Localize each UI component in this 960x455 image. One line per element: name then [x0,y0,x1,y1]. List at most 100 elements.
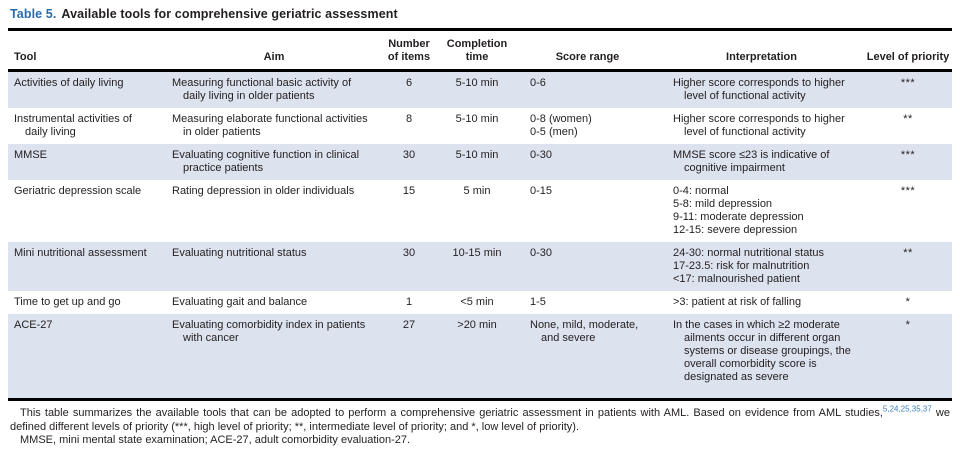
cell-time: 5-10 min [455,149,499,161]
cell-time: >20 min [457,319,497,331]
column-header-number-of-items: Number of items [380,29,438,72]
column-header-completion-time: Completion time [438,29,516,72]
cell-interp: 24-30: normal nutritional status 17-23.5:… [659,242,864,291]
cell-line: Geriatric depression scale [14,185,142,197]
cell-line: Measuring functional basic activity of d… [172,77,352,102]
table-footnotes: This table summarizes the available tool… [10,404,950,448]
table-body: Activities of daily living Measuring func… [8,70,952,400]
cell-line: 24-30: normal nutritional status [673,247,825,259]
table-header-row: Tool Aim Number of items Completion time Sco… [8,29,952,72]
cell-interp: 0-4: normal 5-8: mild depression 9-11: mod… [659,180,864,242]
cell-items: 27 [402,319,416,331]
cell-line: MMSE score ≤23 is indicative of cognitiv… [673,149,830,174]
column-header-aim: Aim [168,29,380,72]
cell-interp: Higher score corresponds to higher level… [659,71,864,109]
cell-line: <17: malnourished patient [673,273,800,285]
cell-tool: MMSE [8,144,168,180]
cell-line: 0-8 (women) [530,113,592,125]
cell-line: In the cases in which ≥2 moderate ailmen… [673,319,851,383]
cell-line: Time to get up and go [14,296,121,308]
table-row: Instrumental activities of daily living M… [8,108,952,144]
cell-line: Mini nutritional assessment [14,247,147,259]
cell-prio: *** [900,149,916,161]
cell-aim: Evaluating comorbidity index in patients… [168,314,380,400]
cell-tool: Activities of daily living [8,71,168,109]
column-header-score-range: Score range [516,29,659,72]
cell-items: 30 [402,247,416,259]
cell-aim: Rating depression in older individuals [168,180,380,242]
cell-items: 8 [405,113,413,125]
cell-line: 0-30 [530,247,553,259]
cell-items: 1 [405,296,413,308]
cell-line: 0-15 [530,185,553,197]
cell-prio: ** [903,113,913,125]
table-row: Geriatric depression scale Rating depress… [8,180,952,242]
cell-line: 17-23.5: risk for malnutrition [673,260,810,272]
cell-prio: * [905,296,911,308]
cell-time: 5-10 min [455,113,499,125]
cell-prio: *** [900,77,916,89]
cell-time: 10-15 min [452,247,502,259]
cell-interp: >3: patient at risk of falling [659,291,864,314]
cell-line: MMSE [14,149,47,161]
cell-prio: *** [900,185,916,197]
cell-score: 0-30 [516,242,659,291]
cell-time: 5 min [463,185,491,197]
cell-line: Evaluating cognitive function in clinica… [172,149,360,174]
table-row: Mini nutritional assessment Evaluating nu… [8,242,952,291]
table-row: ACE-27 Evaluating comorbidity index in pa… [8,314,952,400]
cell-interp: MMSE score ≤23 is indicative of cognitiv… [659,144,864,180]
cell-line: Evaluating gait and balance [172,296,308,308]
cell-aim: Evaluating cognitive function in clinica… [168,144,380,180]
cell-tool: Mini nutritional assessment [8,242,168,291]
column-header-tool: Tool [8,29,168,72]
table-title-text: Available tools for comprehensive geriat… [61,7,398,21]
cell-aim: Evaluating nutritional status [168,242,380,291]
table-number-label: Table 5. [10,7,57,21]
table-title: Table 5. Available tools for comprehensiv… [10,7,952,21]
cell-prio: ** [903,247,913,259]
cell-line: Evaluating comorbidity index in patients… [172,319,366,344]
citation-link[interactable]: 5,24,25,35,37 [882,404,932,414]
cell-line: 0-6 [530,77,546,89]
cell-line: 0-5 (men) [530,126,578,138]
footnote-summary: This table summarizes the available tool… [10,404,950,434]
cell-line: >3: patient at risk of falling [673,296,802,308]
cell-line: Higher score corresponds to higher level… [673,113,845,138]
cell-line: Rating depression in older individuals [172,185,355,197]
cell-tool: ACE-27 [8,314,168,400]
table-row: Activities of daily living Measuring func… [8,70,952,109]
cell-tool: Instrumental activities of daily living [8,108,168,144]
table-row: Time to get up and go Evaluating gait and… [8,291,952,314]
footnote-abbreviations: MMSE, mini mental state examination; ACE… [20,434,411,446]
cell-items: 6 [405,77,413,89]
cell-interp: Higher score corresponds to higher level… [659,108,864,144]
cell-line: 1-5 [530,296,546,308]
cell-score: 0-15 [516,180,659,242]
cell-score: 0-30 [516,144,659,180]
cell-score: 0-6 [516,71,659,109]
cell-tool: Geriatric depression scale [8,180,168,242]
column-header-level-of-priority: Level of priority [864,29,952,72]
cell-score: 0-8 (women) 0-5 (men) [516,108,659,144]
footnote-summary-text-1: This table summarizes the available tool… [20,407,883,419]
cell-line: 5-8: mild depression [673,198,773,210]
cell-time: 5-10 min [455,77,499,89]
cell-aim: Measuring functional basic activity of d… [168,71,380,109]
cell-score: None, mild, moderate, and severe [516,314,659,400]
cell-prio: * [905,319,911,331]
cell-line: Instrumental activities of daily living [14,113,132,138]
cell-score: 1-5 [516,291,659,314]
cell-line: 9-11: moderate depression [673,211,804,223]
table-header: Tool Aim Number of items Completion time Sco… [8,29,952,72]
cell-line: Higher score corresponds to higher level… [673,77,845,102]
cell-line: ACE-27 [14,319,53,331]
cell-line: 12-15: severe depression [673,224,798,236]
cell-aim: Measuring elaborate functional activitie… [168,108,380,144]
geriatric-assessment-table: Tool Aim Number of items Completion time Sco… [8,28,952,401]
cell-line: 0-4: normal [673,185,729,197]
cell-line: Measuring elaborate functional activitie… [172,113,368,138]
cell-aim: Evaluating gait and balance [168,291,380,314]
cell-items: 30 [402,149,416,161]
